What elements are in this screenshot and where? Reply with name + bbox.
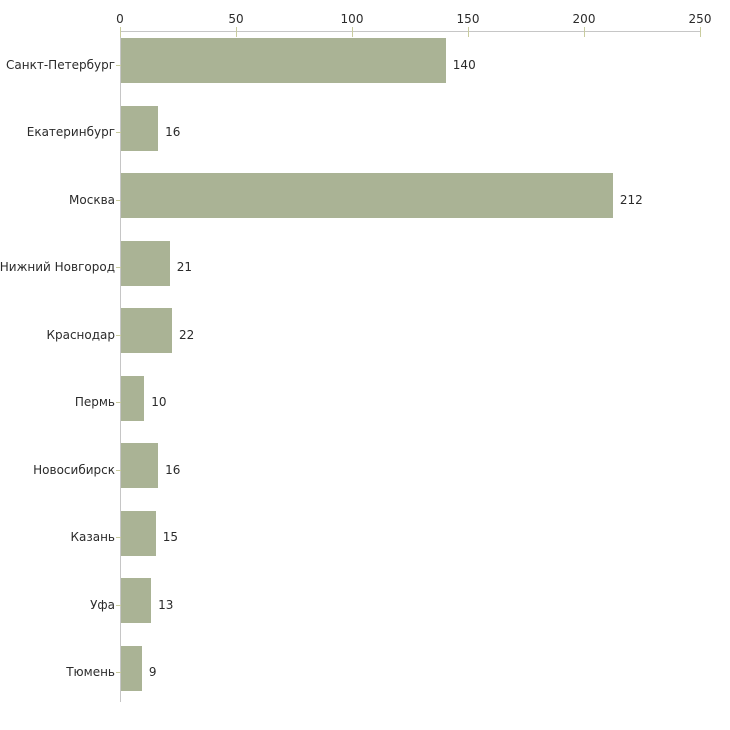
category-tick-mark	[116, 267, 123, 269]
bar	[121, 173, 613, 218]
x-tick-label: 0	[116, 12, 124, 26]
bar-value-label: 15	[162, 530, 179, 545]
category-label: Тюмень	[66, 665, 115, 680]
bar-value-label: 9	[148, 665, 157, 680]
x-tick-label: 100	[340, 12, 364, 26]
x-tick-label: 50	[228, 12, 244, 26]
bar-row: Казань 15	[0, 504, 730, 572]
bar-row: Пермь 10	[0, 369, 730, 437]
bar	[121, 375, 145, 421]
bar	[121, 578, 152, 623]
bar-row: Краснодар 22	[0, 301, 730, 369]
bar-row: Санкт-Петербург 140	[0, 31, 730, 99]
bar-row: Екатеринбург 16	[0, 99, 730, 167]
x-tick-mark	[352, 27, 353, 37]
category-tick-mark	[116, 537, 123, 539]
bar-row: Нижний Новгород 21	[0, 234, 730, 302]
category-label: Уфа	[90, 597, 115, 612]
x-axis-line	[120, 31, 701, 32]
bar-row: Москва 212	[0, 166, 730, 234]
bar-row: Уфа 13	[0, 571, 730, 639]
bar-value-label: 140	[452, 57, 476, 72]
category-tick-mark	[116, 604, 123, 606]
x-tick-mark	[468, 27, 469, 37]
category-tick-mark	[116, 132, 123, 134]
bar-value-label: 21	[176, 260, 192, 275]
bar-value-label: 13	[158, 597, 174, 612]
bar-row: Тюмень 9	[0, 639, 730, 707]
category-tick-mark	[116, 402, 123, 404]
category-label: Краснодар	[46, 327, 115, 342]
bar	[121, 443, 159, 488]
bar	[121, 240, 170, 286]
x-tick-mark	[584, 27, 585, 37]
bar	[121, 105, 159, 151]
y-axis-line	[120, 31, 121, 702]
category-label: Санкт-Петербург	[6, 57, 115, 72]
category-tick-mark	[116, 334, 123, 336]
category-tick-mark	[116, 64, 123, 66]
bar	[121, 308, 173, 353]
category-label: Пермь	[74, 395, 115, 410]
x-tick-mark	[120, 27, 121, 37]
bar	[121, 38, 446, 83]
bar	[121, 645, 142, 691]
category-tick-mark	[116, 672, 123, 674]
category-label: Екатеринбург	[26, 125, 115, 140]
category-label: Казань	[70, 530, 115, 545]
x-tick-mark	[236, 27, 237, 37]
x-tick-mark	[700, 27, 701, 37]
bar-row: Новосибирск 16	[0, 436, 730, 504]
category-label: Нижний Новгород	[0, 260, 115, 275]
x-tick-label: 150	[456, 12, 480, 26]
category-label: Москва	[69, 192, 115, 207]
bar-value-label: 16	[165, 125, 181, 140]
category-tick-mark	[116, 469, 123, 471]
bar-value-label: 16	[165, 462, 181, 477]
bar	[121, 510, 156, 556]
x-tick-label: 250	[688, 12, 712, 26]
bar-value-label: 22	[179, 327, 195, 342]
bar-value-label: 10	[151, 395, 167, 410]
bar-value-label: 212	[619, 192, 643, 207]
x-tick-label: 200	[572, 12, 596, 26]
category-tick-mark	[116, 199, 123, 201]
category-label: Новосибирск	[33, 462, 115, 477]
